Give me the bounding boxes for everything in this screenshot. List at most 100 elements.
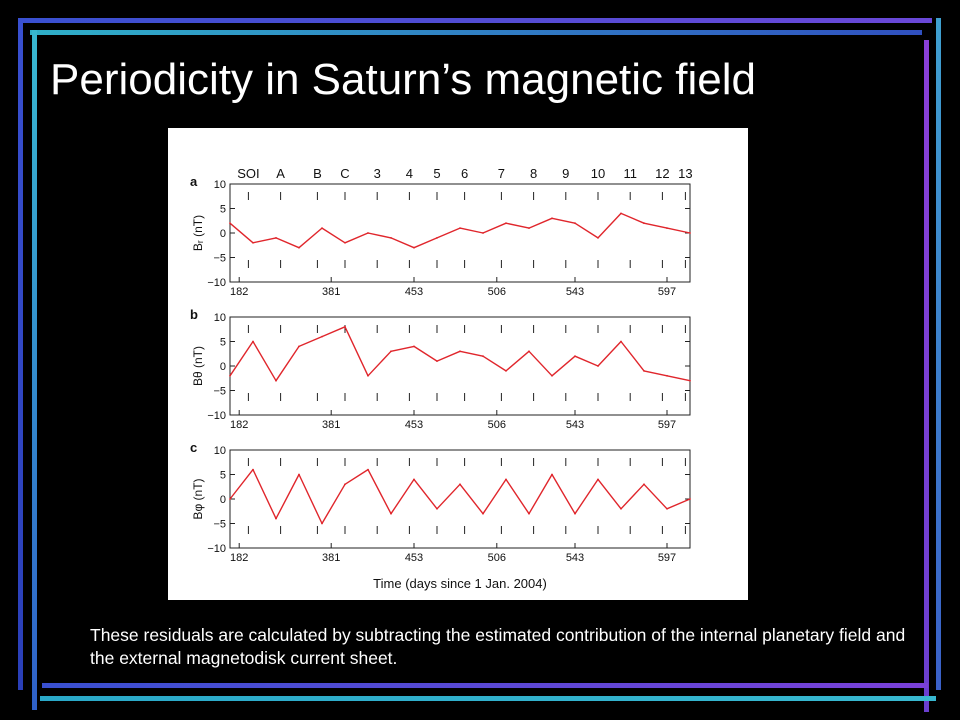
y-tick-label: −5 [213, 386, 226, 398]
data-point [321, 335, 323, 338]
data-point [597, 237, 599, 239]
x-axis-label: Time (days since 1 Jan. 2004) [373, 576, 547, 591]
data-point [436, 507, 438, 510]
panel-letter: b [190, 307, 198, 322]
data-point [482, 355, 484, 358]
panel-frame [229, 449, 691, 549]
y-tick-label: −10 [207, 543, 226, 555]
data-point [689, 379, 691, 382]
data-point [620, 340, 622, 343]
data-point [551, 217, 553, 220]
frame-bar-top-inner [30, 30, 922, 35]
data-point [390, 350, 392, 353]
data-point [459, 227, 461, 229]
y-tick-label: 5 [220, 204, 226, 216]
y-tick-label: 0 [220, 361, 226, 373]
orbit-label: 4 [406, 166, 413, 181]
orbit-label: 6 [461, 166, 468, 181]
data-point [275, 517, 277, 520]
y-tick-label: −5 [213, 519, 226, 531]
data-point [666, 374, 668, 377]
data-point [666, 227, 668, 229]
data-point [597, 478, 599, 481]
data-point [298, 246, 300, 249]
orbit-label: 8 [530, 166, 537, 181]
x-tick-label: 506 [488, 419, 506, 431]
x-tick-label: 543 [566, 286, 584, 298]
data-point [344, 325, 346, 328]
data-point [298, 473, 300, 476]
x-tick-label: 453 [405, 552, 423, 564]
data-point [321, 227, 323, 229]
orbit-label: 13 [678, 166, 692, 181]
data-point [390, 512, 392, 515]
panel-frame [229, 183, 691, 283]
data-point [229, 498, 231, 500]
magnetic-field-chart: SOI A B C 3 4 5 6 7 8 9 10 11 12 13 a 10 5 0 −5 −10 Bᵣ (nT) 18… [190, 166, 693, 591]
frame-bar-right [924, 40, 929, 712]
data-point [275, 379, 277, 382]
data-point [620, 507, 622, 510]
frame-bar-left [18, 18, 23, 690]
data-point [252, 241, 254, 244]
frame-bar-top [18, 18, 932, 23]
data-point [229, 222, 231, 225]
x-tick-label: 381 [322, 419, 340, 431]
data-point [344, 241, 346, 244]
data-point [367, 468, 369, 471]
data-point [252, 468, 254, 471]
data-point [482, 512, 484, 515]
data-point [367, 374, 369, 377]
data-point [229, 374, 231, 377]
data-point [367, 232, 369, 234]
data-point [413, 478, 415, 481]
data-point [528, 512, 530, 515]
data-point [459, 350, 461, 353]
data-point [597, 365, 599, 367]
x-tick-label: 506 [488, 286, 506, 298]
y-tick-label: 10 [214, 312, 226, 324]
x-tick-label: 543 [566, 552, 584, 564]
data-point [275, 237, 277, 239]
orbit-label: 11 [623, 166, 637, 181]
series-line [229, 326, 691, 382]
data-point [482, 232, 484, 234]
data-point [643, 483, 645, 486]
y-tick-label: 10 [214, 179, 226, 191]
data-point [574, 222, 576, 225]
orbit-label: 7 [498, 166, 505, 181]
data-point [436, 237, 438, 239]
orbit-label: C [340, 166, 349, 181]
y-tick-label: 5 [220, 337, 226, 349]
frame-bar-right-outer [936, 18, 941, 690]
data-point [390, 237, 392, 239]
x-tick-label: 182 [230, 286, 248, 298]
panel-letter: a [190, 174, 198, 189]
slide-caption: These residuals are calculated by subtra… [90, 625, 906, 668]
x-tick-label: 543 [566, 419, 584, 431]
orbit-label: SOI [237, 166, 259, 181]
orbit-label: A [276, 166, 285, 181]
y-tick-label: 0 [220, 494, 226, 506]
slide-title: Periodicity in Saturn’s magnetic field [50, 55, 756, 104]
series-line [229, 468, 691, 525]
data-point [620, 212, 622, 215]
y-tick-label: 10 [214, 445, 226, 457]
y-tick-label: 5 [220, 470, 226, 482]
data-point [528, 227, 530, 229]
data-point [666, 507, 668, 510]
x-tick-label: 597 [658, 552, 676, 564]
frame-bar-left-inner [32, 30, 37, 710]
data-point [574, 355, 576, 358]
orbit-label: B [313, 166, 322, 181]
data-point [505, 478, 507, 481]
data-point [551, 473, 553, 476]
data-point [643, 222, 645, 225]
data-point [689, 498, 691, 500]
x-tick-label: 506 [488, 552, 506, 564]
orbit-label: 10 [591, 166, 605, 181]
data-point [459, 483, 461, 486]
orbit-label: 12 [655, 166, 669, 181]
data-point [643, 370, 645, 372]
data-point [321, 522, 323, 525]
